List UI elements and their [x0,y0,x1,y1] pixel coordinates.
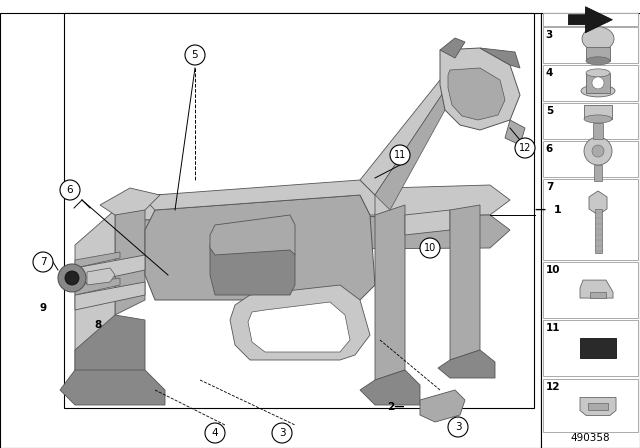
Polygon shape [360,68,480,195]
Polygon shape [375,205,405,380]
Circle shape [592,77,604,89]
Bar [543,320,638,376]
Ellipse shape [586,57,610,65]
Polygon shape [75,252,120,268]
Text: 7: 7 [40,257,46,267]
Text: —  1: — 1 [535,205,562,215]
Polygon shape [438,350,495,378]
Text: 12: 12 [519,143,531,153]
Text: 10: 10 [546,265,560,275]
Circle shape [448,417,468,437]
Bar [543,141,638,177]
Polygon shape [230,285,370,360]
Text: 2—: 2— [387,402,405,412]
Polygon shape [115,195,145,315]
Text: 4: 4 [212,428,218,438]
Bar [580,338,616,358]
Polygon shape [115,185,510,235]
Polygon shape [505,120,525,145]
Bar [595,209,602,254]
Bar [584,105,612,119]
Bar [541,13,640,448]
Bar [586,73,610,93]
Circle shape [33,252,53,272]
Polygon shape [420,390,465,422]
Polygon shape [210,225,295,295]
Polygon shape [448,68,505,120]
Ellipse shape [584,115,612,123]
Polygon shape [210,215,295,255]
Polygon shape [75,315,145,385]
Circle shape [515,138,535,158]
Text: 10: 10 [424,243,436,253]
Polygon shape [590,292,606,298]
Text: 490358: 490358 [571,433,610,443]
Polygon shape [75,210,115,370]
Polygon shape [248,302,350,352]
Bar [586,47,610,61]
Text: 8: 8 [94,320,102,330]
Bar [593,123,603,139]
Ellipse shape [586,69,610,77]
Bar [543,13,638,26]
Text: 11: 11 [394,150,406,160]
Polygon shape [145,180,375,215]
Polygon shape [568,7,612,33]
Text: 6: 6 [546,144,553,154]
Circle shape [584,137,612,165]
Polygon shape [75,282,145,310]
Bar [594,165,602,181]
Bar [543,262,638,318]
Text: 7: 7 [546,182,553,192]
Polygon shape [87,268,115,285]
Bar [543,27,638,63]
Polygon shape [115,215,510,252]
Polygon shape [375,90,445,210]
Circle shape [185,45,205,65]
Polygon shape [75,255,145,285]
Polygon shape [580,397,616,415]
Bar [64,13,534,408]
Circle shape [205,423,225,443]
Polygon shape [580,280,613,298]
Circle shape [58,264,86,292]
Circle shape [592,145,604,157]
Polygon shape [440,38,465,58]
Bar [543,379,638,432]
Polygon shape [145,195,375,300]
Text: 5: 5 [546,106,553,116]
Circle shape [60,180,80,200]
Ellipse shape [581,85,615,97]
Text: 9: 9 [40,303,47,313]
Polygon shape [480,48,520,68]
Text: 3: 3 [546,30,553,40]
Polygon shape [60,370,165,405]
Polygon shape [75,278,120,295]
Circle shape [420,238,440,258]
Text: 11: 11 [546,323,560,333]
Bar [543,65,638,101]
Text: 12: 12 [546,382,560,392]
Bar [0,13,541,448]
Text: 3: 3 [454,422,461,432]
Text: 5: 5 [192,50,198,60]
Polygon shape [100,188,160,215]
Ellipse shape [582,27,614,51]
Text: 6: 6 [67,185,74,195]
Polygon shape [360,370,420,405]
Text: 3: 3 [278,428,285,438]
Text: 4: 4 [546,68,553,78]
Polygon shape [450,205,480,360]
Circle shape [390,145,410,165]
Circle shape [65,271,79,285]
Circle shape [272,423,292,443]
Polygon shape [588,404,608,410]
Bar [543,179,638,260]
Polygon shape [440,48,520,130]
Bar [543,103,638,139]
Polygon shape [589,191,607,215]
Polygon shape [405,210,450,235]
